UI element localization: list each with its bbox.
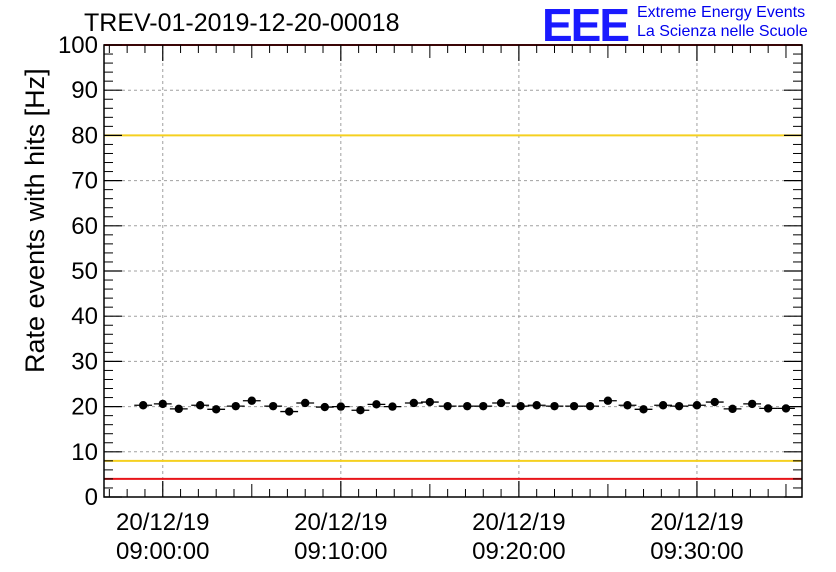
data-point [781,404,791,413]
x-tick-label: 20/12/19 09:10:00 [281,508,401,566]
y-tick-label: 80 [71,122,98,149]
data-point [728,404,737,414]
grid-lines [104,45,802,497]
x-tick-date: 20/12/19 [116,509,210,536]
data-point [710,397,719,407]
y-tick-label: 100 [58,32,98,59]
data-point [763,404,773,413]
data-point [301,398,310,408]
chart-title: TREV-01-2019-12-20-00018 [84,9,400,37]
y-tick-label: 90 [71,77,98,104]
data-point [356,406,365,415]
y-tick-label: 40 [71,303,98,330]
data-point [479,401,488,411]
data-point [443,401,452,411]
data-point [674,401,684,411]
data-point [496,398,506,408]
data-point [550,401,559,411]
y-tick-label: 30 [71,348,98,375]
data-point [516,401,525,411]
data-point [247,396,256,405]
data-point [639,405,648,414]
y-tick-label: 0 [85,484,98,511]
data-point [388,402,397,411]
x-tick-time: 09:00:00 [116,538,210,565]
y-tick-labels: 0 10 20 30 40 50 60 70 80 90 100 [58,32,98,511]
x-tick-time: 09:30:00 [650,538,744,565]
data-point [195,401,205,410]
x-tick-date: 20/12/19 [294,509,388,536]
y-tick-label: 10 [71,439,98,466]
x-tick-label: 20/12/19 09:00:00 [103,508,223,566]
y-tick-label: 60 [71,213,98,240]
logo-caption: Extreme Energy Events La Scienza nelle S… [637,3,808,41]
x-tick-time: 09:20:00 [472,538,566,565]
y-axis-label: Rate events with hits [Hz] [20,68,50,373]
y-tick-label: 20 [71,394,98,421]
data-point [569,401,579,411]
data-point [268,401,278,411]
y-tick-label: 50 [71,258,98,285]
data-point [658,401,668,410]
x-tick-time: 09:10:00 [294,538,388,565]
data-point [320,402,329,412]
data-point [409,398,419,408]
x-tick-date: 20/12/19 [650,509,744,536]
data-point [692,401,702,410]
logo-caption-line2: La Scienza nelle Scuole [637,23,808,40]
y-tick-label: 70 [71,168,98,195]
data-point [158,399,167,409]
x-tick-label: 20/12/19 09:30:00 [637,508,757,566]
data-point [372,400,381,409]
data-point [603,396,613,405]
data-point [425,397,435,407]
data-point [336,402,346,411]
data-point [747,399,757,409]
data-point [174,404,183,414]
data-series [134,396,795,416]
data-point [231,401,240,411]
x-tick-label: 20/12/19 09:20:00 [459,508,579,566]
eee-logo: EEE [542,0,630,51]
data-point [138,401,148,410]
data-point [623,401,632,410]
data-point [463,401,472,411]
data-point [585,401,595,411]
x-tick-date: 20/12/19 [472,509,566,536]
data-point [284,407,294,416]
data-point [211,405,221,414]
logo-caption-line1: Extreme Energy Events [637,4,806,21]
axis-ticks [104,44,802,498]
data-point [532,401,541,410]
